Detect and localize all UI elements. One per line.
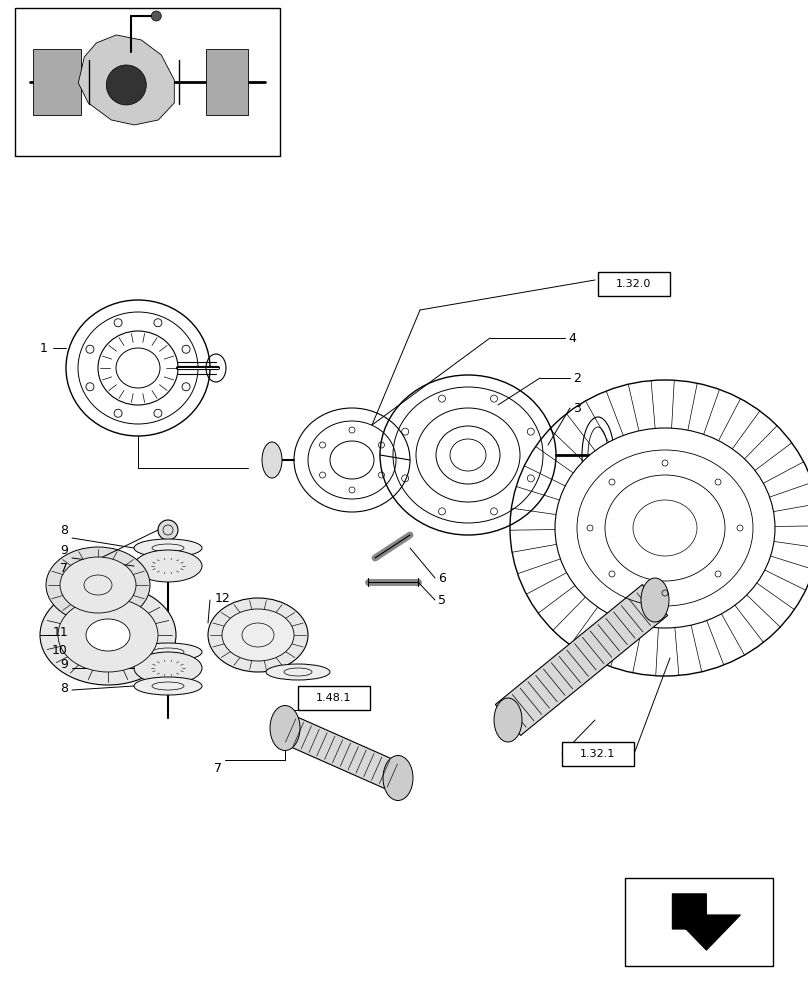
Ellipse shape [494, 698, 522, 742]
Circle shape [107, 65, 146, 105]
Text: 4: 4 [568, 332, 576, 344]
Ellipse shape [262, 442, 282, 478]
Text: 2: 2 [573, 371, 581, 384]
Ellipse shape [60, 557, 136, 613]
Polygon shape [495, 585, 667, 735]
Polygon shape [279, 714, 404, 792]
Bar [625, 878, 773, 966]
Bar [298, 686, 370, 710]
Ellipse shape [134, 539, 202, 557]
Bar [206, 49, 248, 115]
Bar [15, 8, 280, 156]
Text: 6: 6 [438, 572, 446, 584]
Text: 11: 11 [53, 626, 68, 639]
Bar [598, 272, 670, 296]
Text: 1: 1 [40, 342, 48, 355]
Text: 3: 3 [573, 401, 581, 414]
Text: 12: 12 [215, 591, 231, 604]
Ellipse shape [222, 609, 294, 661]
Text: 9: 9 [60, 658, 68, 672]
Circle shape [158, 520, 178, 540]
Circle shape [151, 11, 162, 21]
Bar [562, 742, 634, 766]
Ellipse shape [46, 547, 150, 623]
Text: 10: 10 [53, 644, 68, 656]
Ellipse shape [134, 643, 202, 661]
Ellipse shape [58, 598, 158, 672]
Ellipse shape [86, 619, 130, 651]
Ellipse shape [134, 652, 202, 684]
Text: 1.48.1: 1.48.1 [316, 693, 351, 703]
Text: 1.32.0: 1.32.0 [617, 279, 652, 289]
Text: 7: 7 [214, 762, 222, 774]
Ellipse shape [555, 428, 775, 628]
Polygon shape [78, 35, 175, 125]
Ellipse shape [40, 585, 176, 685]
Ellipse shape [270, 706, 300, 750]
Ellipse shape [641, 578, 669, 622]
Ellipse shape [266, 664, 330, 680]
Text: 9: 9 [60, 544, 68, 556]
Text: 1.32.1: 1.32.1 [580, 749, 616, 759]
Ellipse shape [134, 550, 202, 582]
Text: 8: 8 [60, 682, 68, 694]
Ellipse shape [383, 756, 413, 800]
Text: 8: 8 [60, 524, 68, 536]
Bar [33, 49, 81, 115]
Text: 5: 5 [438, 593, 446, 606]
Ellipse shape [134, 677, 202, 695]
Ellipse shape [208, 598, 308, 672]
Polygon shape [672, 894, 740, 950]
Text: 7: 7 [60, 562, 68, 574]
